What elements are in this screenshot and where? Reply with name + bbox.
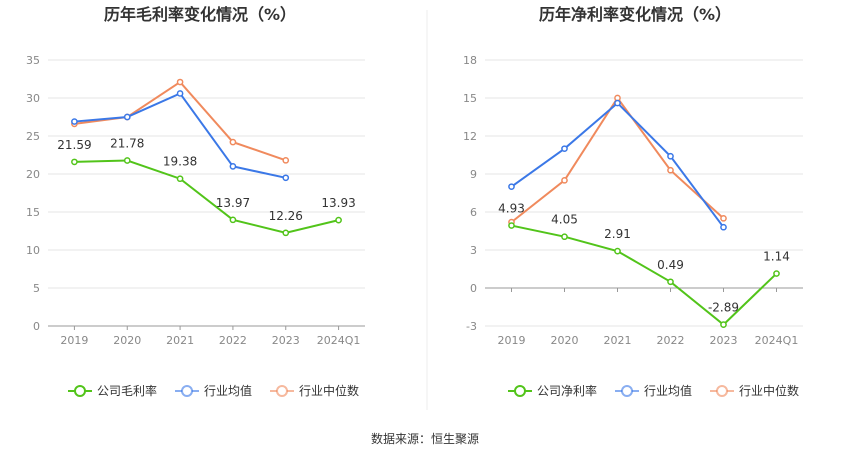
legend-item-1: 公司净利率: [508, 383, 597, 398]
x-tick-label: 2020: [113, 334, 141, 347]
data-point: [229, 163, 237, 170]
data-point: [614, 247, 621, 255]
data-point: [720, 214, 727, 222]
legend-item-3: 行业中位数: [710, 383, 799, 398]
legend-marker: [181, 385, 193, 397]
y-tick-label: -3: [466, 320, 477, 333]
data-point: [282, 174, 290, 182]
data-point: [508, 222, 515, 229]
data-point: [667, 166, 674, 174]
data-label: 2.91: [604, 227, 631, 241]
x-tick-label: 2023: [710, 334, 738, 347]
chart-title: 历年毛利率变化情况（%）: [104, 5, 296, 24]
x-tick-label: 2022: [657, 334, 685, 347]
x-tick-label: 2024Q1: [755, 334, 799, 347]
y-tick-label: 20: [26, 168, 40, 181]
y-tick-label: 15: [26, 206, 40, 219]
series-line-1: [511, 224, 778, 326]
data-label: 13.93: [321, 196, 355, 210]
y-tick-label: 35: [26, 54, 40, 67]
data-point: [561, 176, 568, 184]
x-tick-label: 2023: [272, 334, 300, 347]
data-point: [71, 158, 78, 166]
data-point: [720, 321, 727, 328]
legend-label: 行业中位数: [299, 383, 359, 398]
data-point: [71, 118, 78, 125]
y-tick-label: 25: [26, 130, 40, 143]
x-tick-label: 2019: [60, 334, 88, 347]
data-point: [667, 278, 674, 286]
data-label: 21.59: [57, 138, 91, 152]
data-point: [667, 152, 674, 160]
y-tick-label: 30: [26, 92, 40, 105]
x-tick-label: 2021: [604, 334, 632, 347]
y-tick-label: 12: [463, 130, 477, 143]
x-tick-label: 2019: [498, 334, 526, 347]
series-line-2: [510, 101, 725, 228]
y-tick-label: 5: [33, 282, 40, 295]
data-label: 0.49: [657, 258, 684, 272]
data-label: 13.97: [216, 196, 250, 210]
series-line-1: [74, 159, 339, 234]
data-point: [176, 78, 184, 86]
data-point: [282, 156, 290, 164]
data-point: [229, 216, 237, 224]
legend-item-2: 行业均值: [615, 383, 692, 398]
y-tick-label: 15: [463, 92, 477, 105]
y-tick-label: 10: [26, 244, 40, 257]
legend-marker: [716, 385, 728, 397]
data-label: 4.05: [551, 213, 578, 227]
y-tick-label: 0: [33, 320, 40, 333]
legend-marker: [74, 385, 86, 397]
data-point: [123, 157, 131, 164]
legend-marker: [276, 385, 288, 397]
data-point: [720, 223, 727, 231]
legend-marker: [514, 385, 526, 397]
legend-item-3: 行业中位数: [270, 383, 359, 398]
data-point: [561, 145, 568, 153]
legend-label: 行业中位数: [739, 383, 799, 398]
x-tick-label: 2022: [219, 334, 247, 347]
data-point: [229, 138, 237, 146]
data-label: 19.38: [163, 155, 197, 169]
legend-label: 行业均值: [204, 383, 252, 398]
series-line-3: [510, 96, 725, 223]
legend-label: 行业均值: [644, 383, 692, 398]
data-label: 4.93: [498, 202, 525, 216]
y-tick-label: 18: [463, 54, 477, 67]
x-tick-label: 2020: [551, 334, 579, 347]
data-point: [176, 175, 184, 183]
y-tick-label: 9: [470, 168, 477, 181]
legend-marker: [621, 385, 633, 397]
data-point: [561, 233, 568, 241]
x-tick-label: 2024Q1: [317, 334, 361, 347]
y-tick-label: 0: [470, 282, 477, 295]
data-point: [508, 183, 515, 191]
chart-title: 历年净利率变化情况（%）: [539, 5, 731, 24]
data-point: [773, 270, 780, 277]
data-label: 21.78: [110, 136, 144, 150]
data-point: [282, 229, 290, 237]
data-source: 数据来源：恒生聚源: [371, 431, 479, 446]
chart-panel-1: 历年毛利率变化情况（%） 0 5 10 15 20 25 30 35 2019 2020 2021 20…: [26, 5, 365, 398]
data-point: [123, 113, 131, 121]
y-tick-label: 3: [470, 244, 477, 257]
legend-label: 公司毛利率: [97, 383, 157, 398]
data-label: -2.89: [708, 301, 739, 315]
chart-panel-2: 历年净利率变化情况（%） -3 0 3 6 9 12 15 18 2019 2020 2021 2022…: [463, 5, 803, 398]
data-label: 12.26: [269, 209, 303, 223]
legend-label: 公司净利率: [537, 383, 597, 398]
legend-item-2: 行业均值: [175, 383, 252, 398]
legend-item-1: 公司毛利率: [68, 383, 157, 398]
data-point: [614, 99, 621, 107]
data-label: 1.14: [763, 250, 790, 264]
y-tick-label: 6: [470, 206, 477, 219]
x-tick-label: 2021: [166, 334, 194, 347]
data-point: [335, 216, 342, 224]
data-point: [176, 90, 184, 97]
